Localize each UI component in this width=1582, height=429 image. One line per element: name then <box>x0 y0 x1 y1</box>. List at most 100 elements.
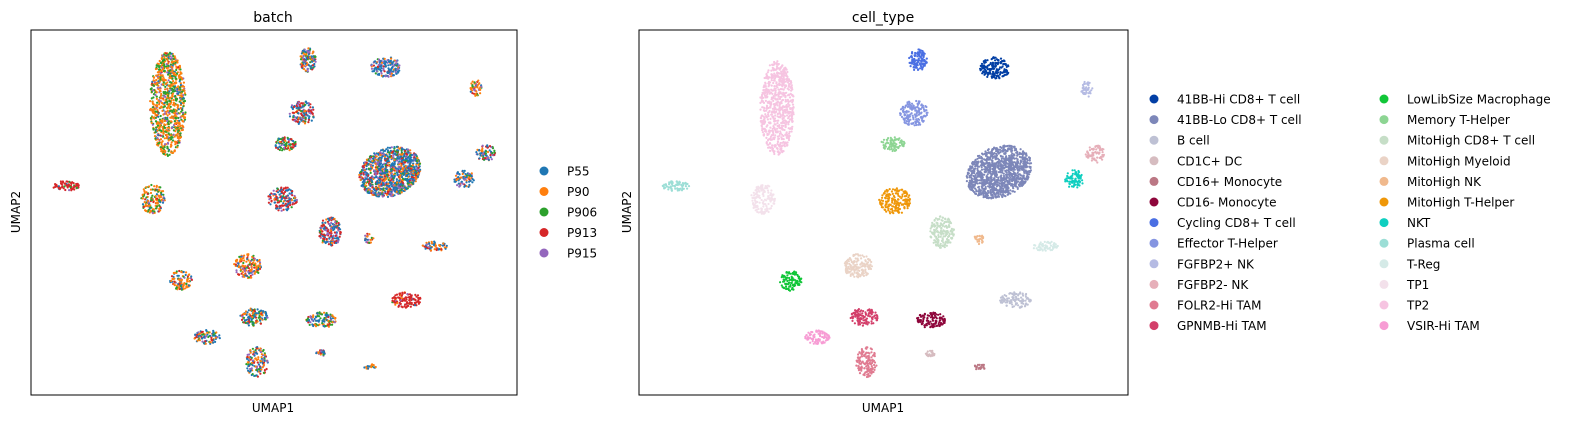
scatter-point <box>151 194 154 197</box>
scatter-point <box>320 313 324 316</box>
scatter-point <box>370 191 373 195</box>
scatter-point <box>471 92 474 95</box>
scatter-point <box>176 146 179 149</box>
scatter-point <box>180 282 183 285</box>
scatter-point <box>379 193 382 196</box>
scatter-point <box>779 91 782 94</box>
scatter-point <box>175 65 178 68</box>
scatter-point <box>278 148 281 152</box>
scatter-point <box>275 198 278 201</box>
scatter-point <box>156 64 160 67</box>
scatter-point <box>766 143 769 146</box>
scatter-point <box>300 119 303 122</box>
scatter-point <box>365 173 368 177</box>
scatter-point <box>334 234 337 237</box>
scatter-point <box>384 153 387 157</box>
scatter-point <box>475 151 478 154</box>
scatter-point <box>445 244 448 247</box>
scatter-point <box>401 172 404 175</box>
scatter-point <box>782 134 785 138</box>
scatter-point <box>381 163 384 166</box>
scatter-point <box>762 89 765 92</box>
scatter-point <box>770 111 773 114</box>
scatter-point <box>275 207 278 210</box>
scatter-point <box>785 134 789 137</box>
scatter-point <box>268 198 271 201</box>
scatter-point <box>166 81 169 84</box>
scatter-point <box>398 160 401 163</box>
scatter-point <box>398 184 401 187</box>
scatter-point <box>459 176 462 179</box>
scatter-point <box>397 304 400 307</box>
scatter-point <box>406 182 409 185</box>
scatter-point <box>162 98 165 101</box>
scatter-point <box>155 110 158 113</box>
scatter-point <box>296 103 300 106</box>
scatter-point <box>782 76 785 79</box>
scatter-point <box>159 186 162 189</box>
scatter-point <box>159 78 162 81</box>
scatter-point <box>263 359 266 362</box>
scatter-point <box>330 219 333 222</box>
scatter-point <box>381 181 384 184</box>
scatter-point <box>259 366 262 369</box>
scatter-point <box>150 97 153 100</box>
scatter-point <box>176 106 179 109</box>
scatter-point <box>364 234 367 237</box>
scatter-point <box>392 74 395 77</box>
scatter-point <box>154 195 157 198</box>
scatter-point <box>765 73 768 76</box>
scatter-point <box>159 134 162 137</box>
batch-ylabel: UMAP2 <box>9 191 23 233</box>
scatter-point <box>773 118 776 121</box>
scatter-point <box>380 176 383 179</box>
scatter-point <box>382 183 385 186</box>
scatter-point <box>395 178 398 181</box>
scatter-point <box>409 305 412 308</box>
scatter-point <box>177 108 180 111</box>
scatter-point <box>160 198 163 201</box>
scatter-point <box>393 146 396 149</box>
scatter-point <box>160 193 163 196</box>
scatter-point <box>299 58 303 61</box>
scatter-point <box>765 104 769 107</box>
scatter-point <box>161 60 164 63</box>
scatter-point <box>160 143 163 146</box>
scatter-point <box>57 187 61 190</box>
scatter-point <box>414 176 417 179</box>
scatter-point <box>259 372 262 375</box>
scatter-point <box>380 149 383 152</box>
scatter-point <box>257 312 260 315</box>
scatter-point <box>172 62 175 65</box>
scatter-point <box>307 118 311 121</box>
scatter-point <box>773 102 776 106</box>
scatter-point <box>406 153 409 156</box>
scatter-point <box>301 105 304 108</box>
scatter-point <box>362 167 365 171</box>
scatter-point <box>372 191 375 194</box>
scatter-point <box>767 90 770 93</box>
scatter-point <box>147 199 150 203</box>
scatter-point <box>243 259 246 262</box>
scatter-point <box>763 92 766 95</box>
scatter-point <box>369 167 373 170</box>
scatter-point <box>170 279 173 283</box>
scatter-point <box>262 371 265 374</box>
scatter-point <box>376 193 379 196</box>
scatter-point <box>159 209 162 212</box>
scatter-point <box>377 186 380 189</box>
scatter-point <box>774 97 777 100</box>
scatter-point <box>256 361 259 364</box>
scatter-point <box>365 241 368 244</box>
scatter-point <box>784 98 787 101</box>
scatter-point <box>370 366 373 369</box>
scatter-point <box>177 66 180 69</box>
scatter-point <box>479 92 482 95</box>
scatter-point <box>771 144 774 147</box>
scatter-point <box>413 166 416 169</box>
scatter-point <box>767 69 770 72</box>
scatter-point <box>59 182 63 185</box>
scatter-point <box>386 195 390 198</box>
scatter-point <box>286 205 290 208</box>
scatter-point <box>206 331 209 334</box>
